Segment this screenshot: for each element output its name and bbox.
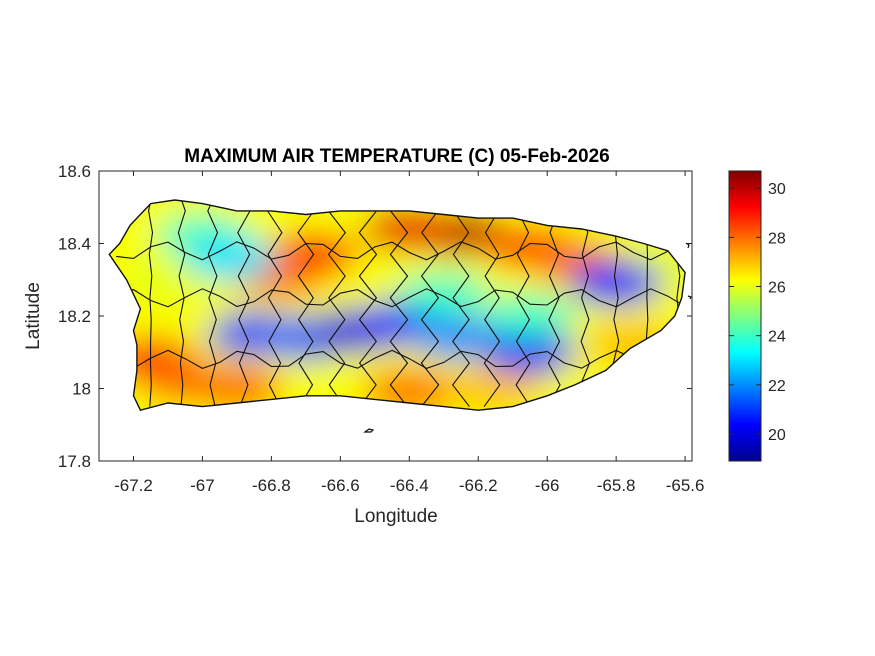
municipality-boundary [420,200,440,407]
y-axis-label: Latitude [23,282,44,350]
x-tick-label: -66.8 [252,476,291,495]
temperature-cell [484,330,576,375]
municipality-boundary [515,200,531,407]
x-tick-label: -67.2 [114,476,153,495]
chart-title: MAXIMUM AIR TEMPERATURE (C) 05-Feb-2026 [184,146,609,167]
x-tick-label: -66.6 [321,476,360,495]
municipality-boundary [266,200,283,407]
municipality-boundary [452,200,470,407]
x-tick-label: -65.8 [597,476,636,495]
colorbar-tick-label: 20 [768,427,786,444]
colorbar-tick-label: 22 [768,378,786,395]
municipality-boundary [297,200,315,407]
y-tick-label: 18.6 [58,162,91,181]
municipality-boundary [116,241,686,261]
municipality-boundary [116,288,686,308]
municipality-boundary [236,200,251,407]
y-tick-label: 18.4 [58,235,91,254]
municipality-boundary [148,200,154,407]
y-tick-label: 18 [72,380,91,399]
colorbar-tick-label: 24 [768,329,786,346]
x-axis: -67.2 -67 -66.8 -66.6 -66.4 -66.2 -66 -65.8 -65.… [114,171,704,495]
colorbar [728,170,762,462]
island-coastline [108,199,686,412]
x-tick-label: -66 [535,476,560,495]
municipality-boundary [389,200,409,407]
x-tick-label: -67 [190,476,215,495]
colorbar-ticks: 20 22 24 26 28 30 [729,181,786,444]
municipality-boundary [358,200,378,407]
temperature-cell [449,366,542,411]
y-tick-label: 18.2 [58,307,91,326]
y-axis: 17.8 18 18.2 18.4 18.6 [58,162,692,471]
x-tick-label: -65.6 [666,476,705,495]
y-tick-label: 17.8 [58,452,91,471]
colorbar-tick-label: 30 [768,181,786,198]
municipality-boundary [116,349,686,370]
municipality-boundary [207,200,219,407]
colorbar-tick-label: 28 [768,230,786,247]
x-tick-label: -66.4 [390,476,429,495]
temperature-cell [415,315,507,360]
colorbar-tick-label: 26 [768,280,786,297]
temperature-field [109,200,686,411]
x-tick-label: -66.2 [459,476,498,495]
municipality-boundary [483,200,501,407]
municipality-boundary [327,200,346,407]
temperature-cell [184,236,276,280]
temperature-cell [397,272,490,317]
x-axis-label: Longitude [354,506,437,527]
